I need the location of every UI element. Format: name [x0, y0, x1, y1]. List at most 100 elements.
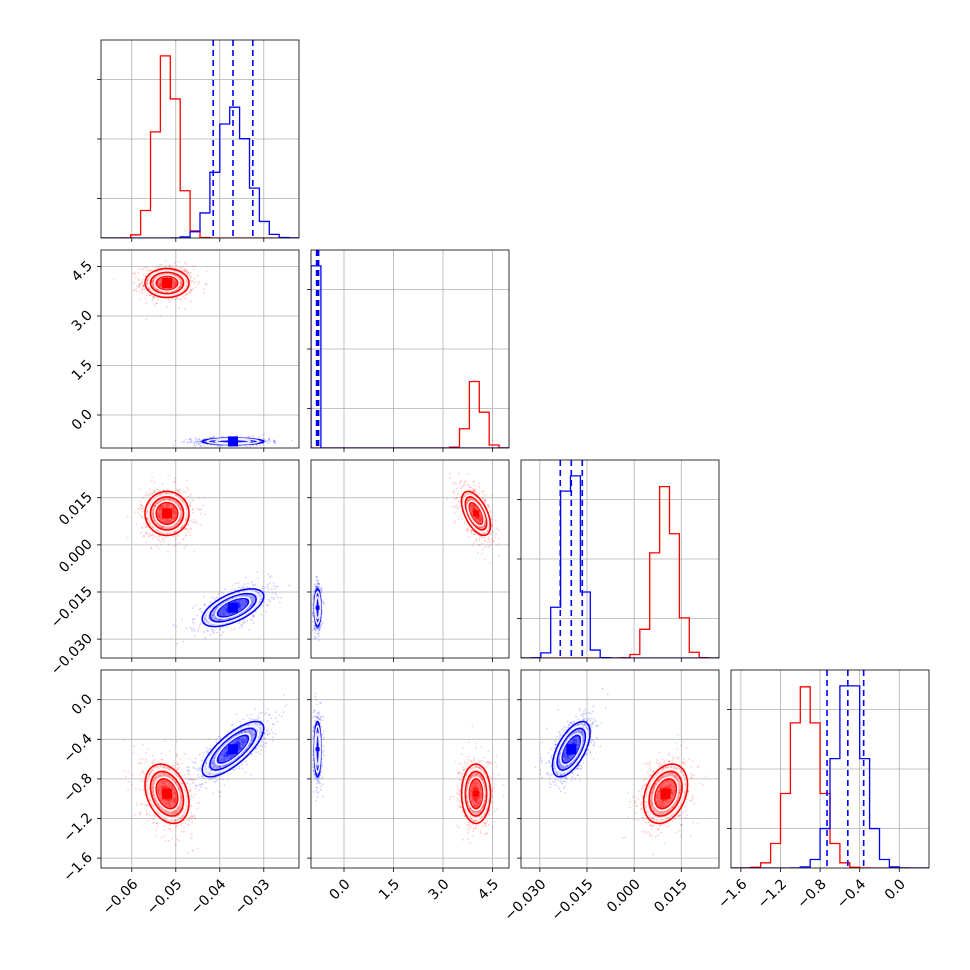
scatter-point — [162, 505, 164, 508]
scatter-point — [459, 487, 462, 490]
scatter-point — [192, 441, 195, 444]
scatter-point — [145, 318, 148, 321]
scatter-point — [159, 525, 162, 528]
scatter-point — [259, 598, 262, 601]
scatter-point — [252, 616, 255, 618]
scatter-point — [157, 539, 160, 542]
scatter-point — [252, 435, 255, 438]
scatter-point — [186, 795, 189, 798]
scatter-point — [186, 269, 188, 272]
scatter-point — [476, 491, 478, 494]
scatter-point — [472, 481, 475, 483]
scatter-point — [272, 582, 275, 585]
scatter-point — [171, 764, 174, 767]
scatter-point — [200, 610, 203, 613]
scatter-point — [187, 818, 189, 821]
scatter-point — [484, 502, 486, 505]
scatter-point — [475, 519, 477, 522]
scatter-point — [172, 280, 175, 283]
scatter-point — [477, 519, 480, 522]
scatter-point — [255, 590, 258, 593]
scatter-point — [194, 264, 197, 267]
scatter-point — [148, 288, 150, 291]
scatter-point — [159, 517, 161, 520]
scatter-point — [134, 511, 136, 514]
scatter-point — [186, 293, 188, 296]
scatter-point — [490, 543, 492, 546]
scatter-point — [174, 281, 176, 283]
scatter-point — [471, 509, 473, 512]
scatter-point — [227, 612, 230, 615]
scatter-point — [159, 513, 162, 516]
scatter-point — [176, 755, 178, 758]
scatter-point — [147, 819, 150, 822]
scatter-point — [159, 511, 162, 513]
scatter-point — [211, 616, 213, 619]
scatter-point — [162, 489, 165, 492]
scatter-point — [233, 600, 236, 602]
scatter-point — [175, 264, 178, 267]
scatter-point — [198, 801, 201, 804]
scatter-point — [239, 607, 242, 610]
scatter-point — [264, 593, 266, 595]
scatter-point — [470, 529, 473, 531]
scatter-point — [112, 278, 115, 280]
scatter-point — [263, 590, 265, 593]
scatter-point — [173, 283, 176, 286]
scatter-point — [185, 263, 188, 265]
scatter-point — [479, 516, 482, 519]
scatter-point — [189, 534, 192, 537]
scatter-point — [203, 604, 206, 606]
scatter-point — [474, 488, 476, 491]
scatter-point — [164, 740, 167, 742]
scatter-point — [151, 479, 153, 482]
scatter-point — [314, 584, 316, 587]
scatter-point — [174, 538, 177, 540]
scatter-point — [470, 529, 473, 532]
scatter-point — [237, 600, 240, 603]
scatter-point — [167, 474, 170, 477]
panel-frame — [310, 249, 510, 449]
scatter-point — [149, 491, 152, 494]
scatter-point — [478, 544, 481, 546]
scatter-point — [317, 586, 319, 588]
scatter-point — [154, 504, 157, 507]
scatter-point — [182, 538, 185, 541]
scatter-point — [198, 608, 201, 611]
scatter-point — [151, 280, 154, 282]
scatter-point — [317, 580, 320, 582]
scatter-point — [187, 523, 189, 526]
histogram-series-0 — [101, 55, 299, 238]
density-contour — [216, 597, 250, 618]
scatter-point — [318, 583, 321, 585]
scatter-point — [189, 502, 192, 504]
scatter-point — [149, 500, 152, 503]
scatter-point — [198, 625, 201, 628]
scatter-point — [172, 811, 175, 814]
scatter-point — [148, 270, 151, 273]
scatter-point — [244, 576, 247, 579]
scatter-point — [159, 516, 162, 519]
scatter-point — [154, 276, 156, 279]
contour-halo — [467, 500, 485, 527]
scatter-point — [146, 279, 149, 282]
scatter-point — [239, 607, 241, 609]
scatter-point — [476, 507, 479, 509]
scatter-point — [487, 536, 490, 538]
scatter-point — [317, 586, 320, 589]
scatter-point — [473, 484, 476, 487]
scatter-point — [173, 510, 176, 513]
density-contour — [144, 267, 190, 299]
scatter-point — [219, 445, 222, 448]
scatter-point — [162, 498, 165, 501]
scatter-point — [145, 526, 147, 528]
scatter-point — [139, 532, 142, 534]
scatter-point — [173, 511, 176, 514]
scatter-point — [190, 441, 193, 444]
scatter-point — [192, 511, 195, 514]
scatter-point — [479, 514, 482, 517]
scatter-point — [233, 600, 236, 603]
scatter-point — [267, 604, 269, 606]
scatter-point — [188, 438, 191, 441]
scatter-point — [213, 632, 216, 634]
